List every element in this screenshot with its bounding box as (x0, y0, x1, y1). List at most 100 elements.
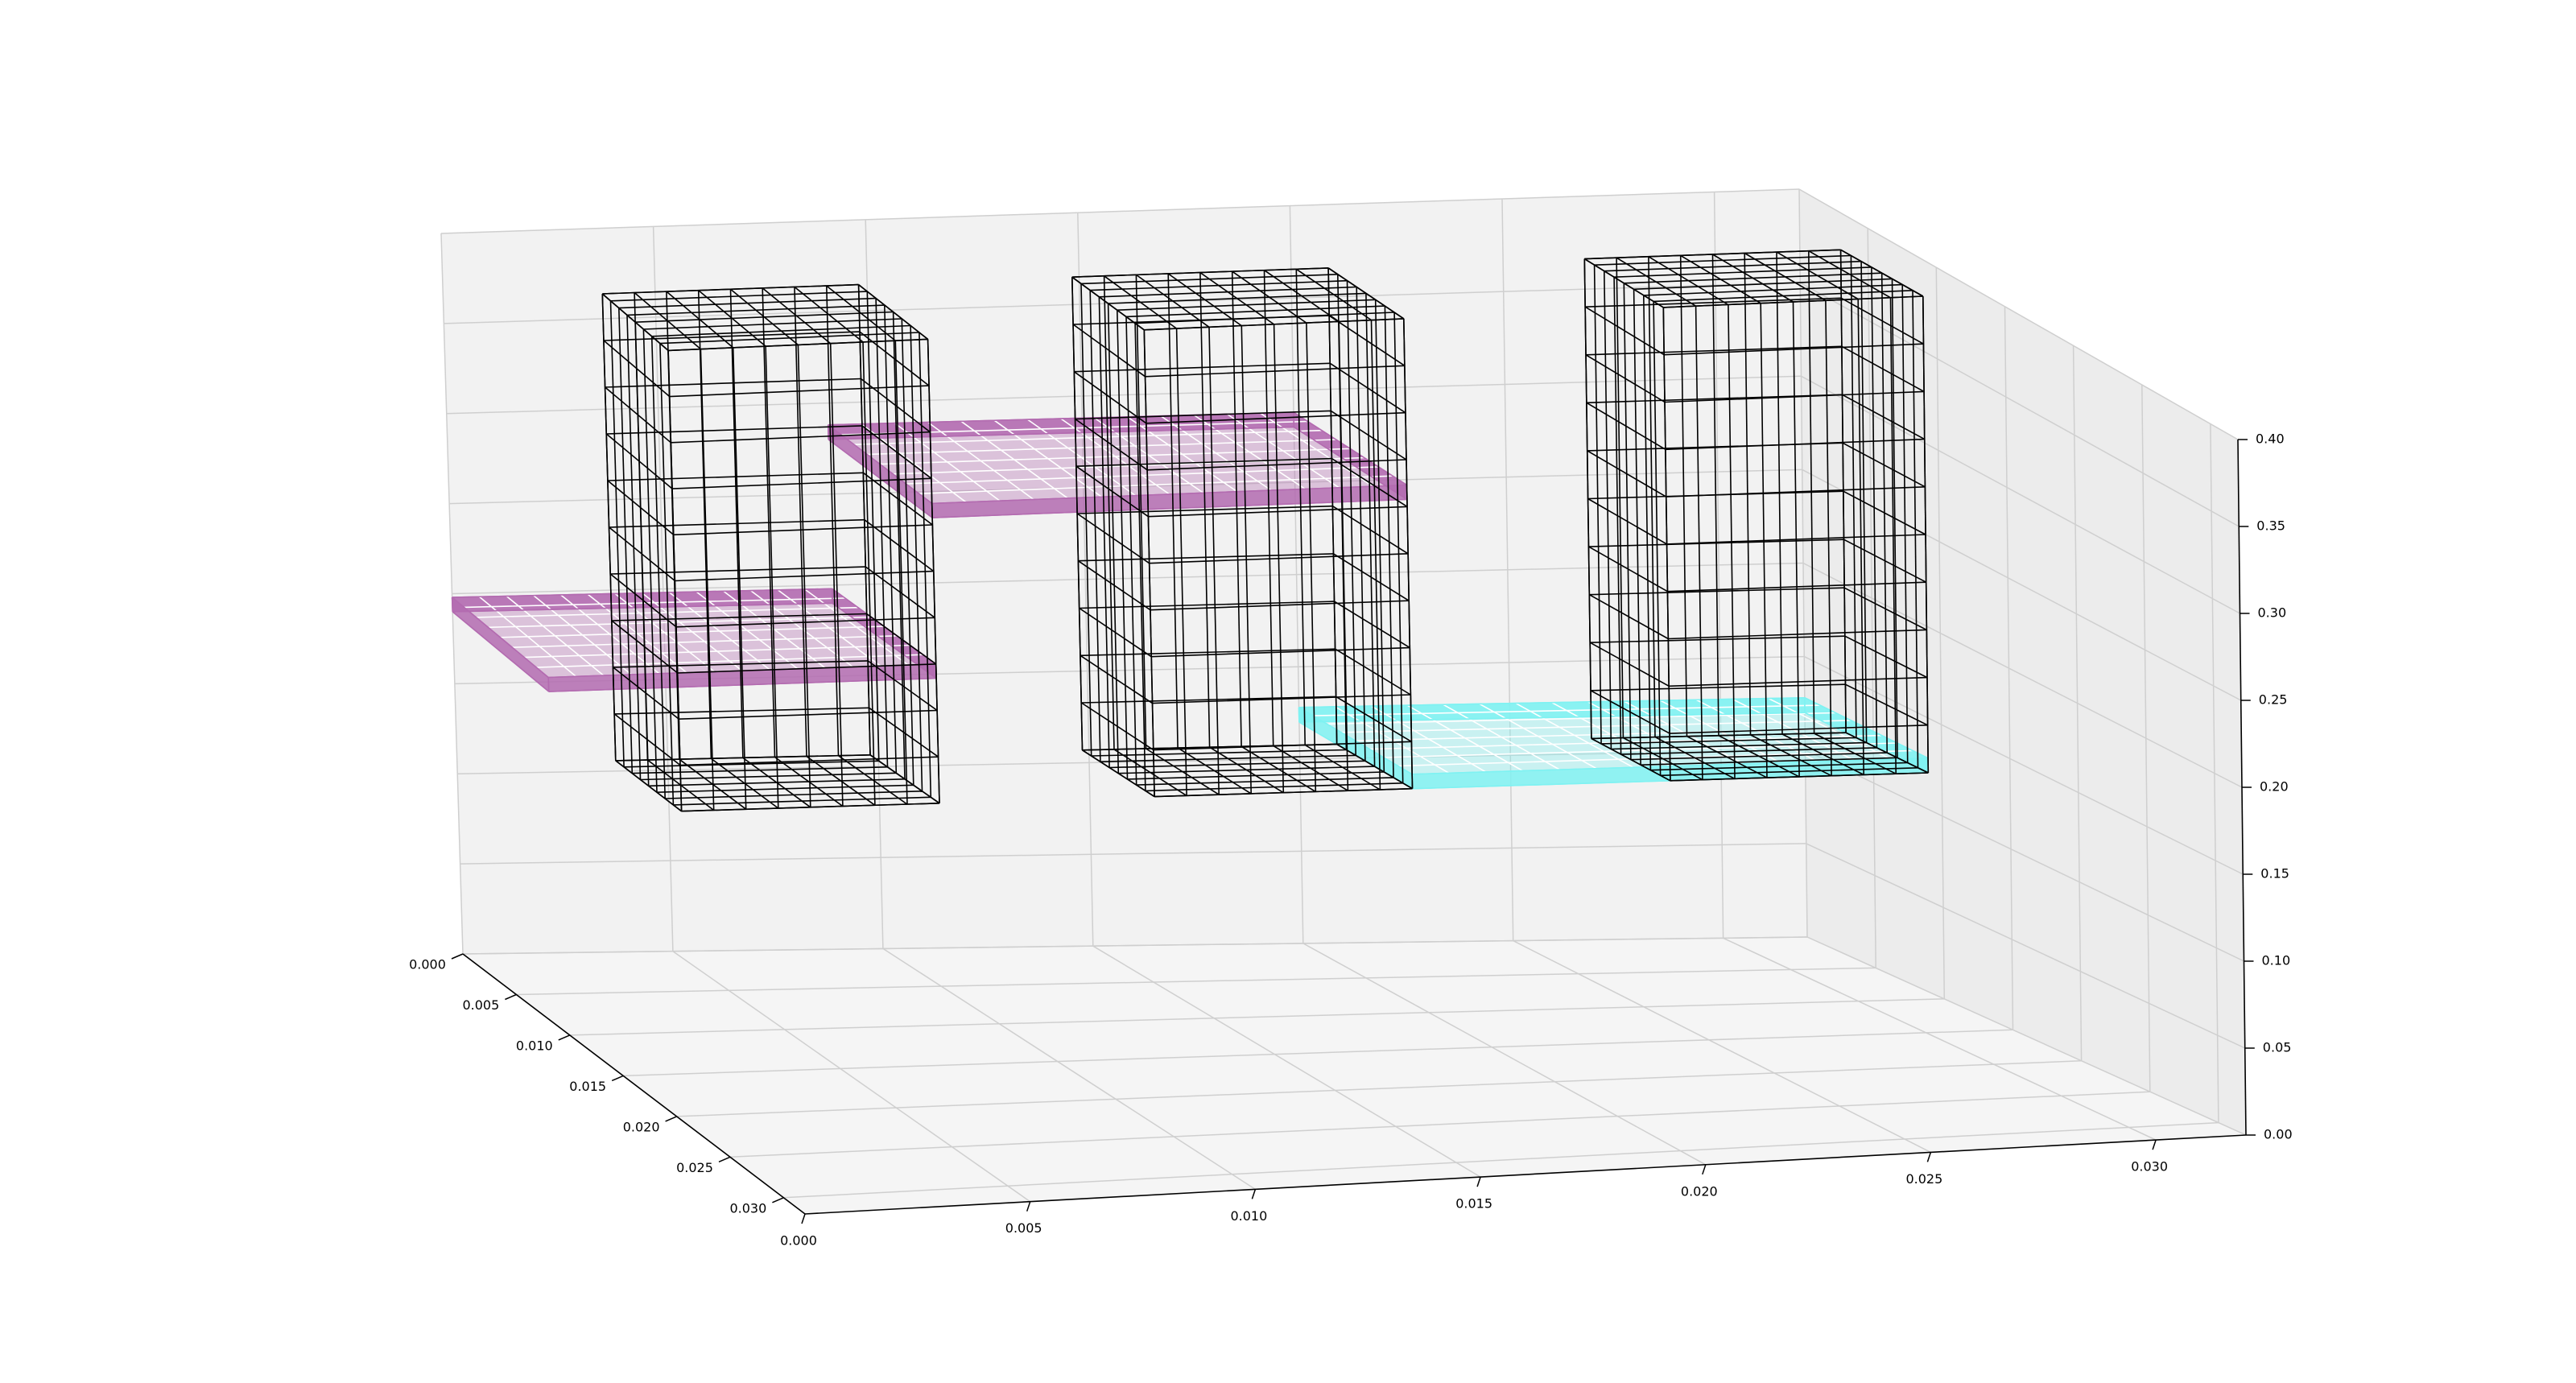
column-wire (1079, 601, 1335, 609)
column-wire (1075, 457, 1332, 467)
column-wire (1641, 757, 1898, 766)
gridline-floor-y (729, 1091, 2150, 1158)
column-wire (675, 570, 934, 582)
x-tick-label: 0.025 (1905, 1171, 1942, 1187)
column-wire (1589, 642, 1670, 687)
column-wire (1666, 486, 1926, 497)
column-wire (1588, 594, 1669, 640)
column-wire (1151, 646, 1410, 658)
column-wire (1669, 676, 1928, 687)
column-wire (1590, 683, 1846, 692)
column-wire (601, 293, 669, 352)
column-wire (611, 613, 867, 621)
plate-edge (931, 484, 1407, 505)
column-wire (656, 784, 914, 793)
column-wire (866, 613, 937, 665)
plate-edge (547, 677, 550, 692)
column-wire (1091, 749, 1347, 757)
column-wire (1844, 635, 1928, 679)
column-wire (859, 331, 930, 386)
column-wire (673, 524, 933, 536)
column-wire (626, 304, 885, 316)
column-wire (1843, 587, 1927, 631)
column-wire (1403, 318, 1414, 789)
column-wire (1135, 312, 1395, 324)
column-wire (607, 480, 675, 535)
gridline-floor-y (623, 1029, 2013, 1077)
column-3 (1583, 249, 1930, 782)
column-wire (624, 760, 879, 768)
gridline-floor-x (1302, 943, 1707, 1166)
column-wire (1080, 648, 1335, 657)
plate-edge (828, 426, 1294, 440)
column-wire (1090, 279, 1348, 291)
column-wire (1663, 295, 1923, 308)
column-wire (1590, 635, 1845, 643)
y-tick-mark (505, 993, 517, 1001)
axis-lines (451, 439, 2256, 1224)
column-wire (864, 519, 935, 572)
plate-mesh-line (464, 597, 845, 609)
column-wire (1630, 752, 1888, 761)
column-wire (1584, 249, 1841, 260)
column-wire (1100, 754, 1356, 762)
y-axis-tick-labels: 0.000 0.005 0.010 0.015 0.020 0.025 0.030 (409, 957, 766, 1216)
column-wire (671, 431, 931, 444)
column-wire (665, 791, 923, 799)
column-wire (1624, 272, 1882, 284)
x-tick-label: 0.010 (1230, 1208, 1267, 1224)
column-wire (1335, 696, 1412, 742)
x-axis-tick-labels: 0.000 0.005 0.010 0.015 0.020 0.025 0.030 (780, 1159, 2168, 1249)
plate-edge (452, 597, 549, 679)
column-wire (607, 472, 864, 481)
column-wire (1080, 274, 1338, 285)
y-tick-mark (718, 1156, 731, 1162)
column-wire (606, 425, 862, 435)
z-tick-label: 0.20 (2260, 779, 2289, 795)
gridline-back-z (460, 843, 1806, 865)
gridline-floor-x (882, 947, 1256, 1191)
column-wire (867, 660, 938, 712)
column-wire (1335, 648, 1411, 696)
plate-mesh-line (880, 448, 1351, 465)
column-wire (603, 340, 671, 398)
column-wire (643, 318, 902, 330)
column-wire (1922, 295, 1930, 774)
z-tick-label: 0.40 (2256, 431, 2285, 447)
gridline-side-z (1799, 282, 2240, 527)
column-wire (659, 332, 919, 345)
column-wire (1668, 629, 1927, 640)
column-wire (605, 433, 673, 489)
column-wire (1843, 539, 1927, 583)
column-wire (1334, 601, 1410, 649)
gridline-floor-x (1723, 937, 2157, 1141)
column-wire (1587, 497, 1667, 545)
column-wire (1333, 553, 1410, 601)
y-tick-mark (772, 1197, 784, 1203)
column-wire (651, 324, 911, 337)
column-wire (1108, 292, 1366, 304)
y-tick-mark (665, 1116, 677, 1122)
gridline-floor-x (672, 951, 1031, 1203)
column-wire (605, 386, 671, 444)
column-wire (1591, 737, 1671, 782)
gridline-floor-y (783, 1121, 2219, 1199)
column-wire (1594, 254, 1852, 266)
z-tick-label: 0.25 (2259, 692, 2288, 708)
plate-mesh-line (867, 439, 1336, 456)
gridline-floor-x (1513, 939, 1931, 1154)
column-wire (1604, 260, 1862, 272)
column-wire (1125, 305, 1385, 318)
column-wire (1330, 410, 1407, 460)
column-wire (1144, 318, 1404, 331)
gridline-floor-y (676, 1060, 2082, 1117)
column-wire (1331, 457, 1408, 508)
column-wire (1643, 283, 1903, 296)
column-wire (1080, 702, 1154, 751)
column-wire (1666, 534, 1926, 545)
column-wire (673, 796, 931, 806)
x-tick-mark (1702, 1164, 1707, 1175)
column-wire (1081, 696, 1336, 704)
column-wire (1840, 249, 1924, 297)
column-wire (1077, 505, 1333, 514)
